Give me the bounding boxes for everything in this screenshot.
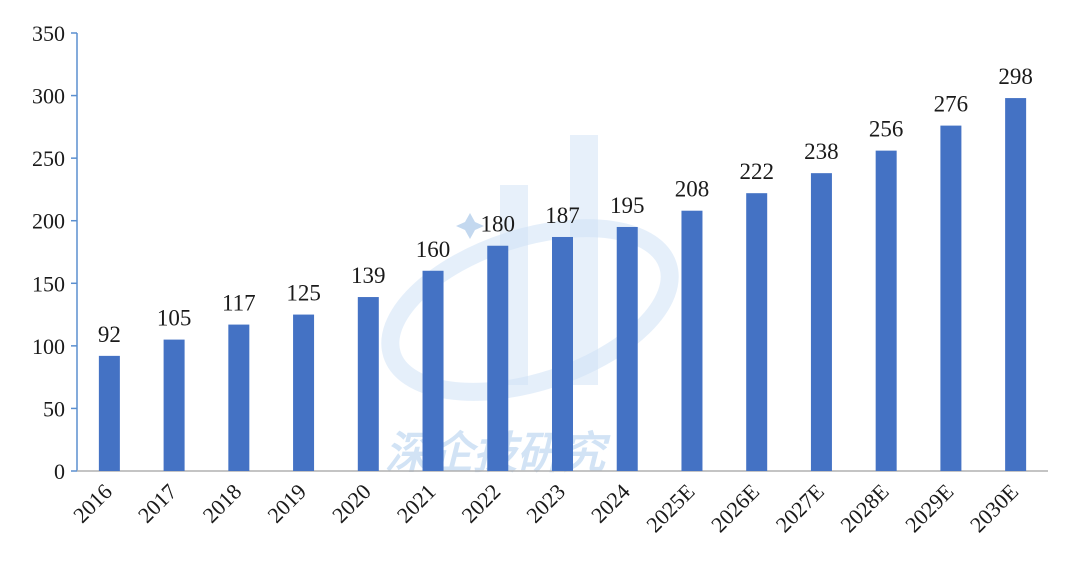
bar-2027E: [810, 173, 832, 471]
bar-2022: [487, 245, 509, 471]
x-tick-label-2022: 2022: [457, 479, 506, 528]
bars: [98, 98, 1027, 472]
data-label-2020: 139: [351, 263, 386, 288]
x-tick-label-2027E: 2027E: [771, 479, 829, 537]
x-tick-label-2021: 2021: [392, 479, 441, 528]
y-tick-label: 150: [32, 271, 65, 296]
data-label-2018: 117: [222, 291, 256, 316]
bar-2020: [357, 297, 379, 471]
bar-2024: [616, 226, 638, 471]
x-tick-label-2026E: 2026E: [706, 479, 764, 537]
y-tick-label: 0: [54, 459, 65, 484]
bar-2019: [293, 314, 315, 471]
bar-2026E: [746, 193, 768, 471]
bar-2025E: [681, 210, 703, 471]
data-labels: 92 105 117 125 139 160 180 187 195 208 222 238 256 27…: [98, 64, 1033, 347]
y-tick-label: 350: [32, 21, 65, 46]
y-tick-label: 100: [32, 334, 65, 359]
data-label-2030E: 298: [998, 64, 1033, 89]
data-label-2021: 160: [416, 237, 451, 262]
x-tick-label-2019: 2019: [262, 479, 311, 528]
x-tick-label-2020: 2020: [327, 479, 376, 528]
x-tick-label-2025E: 2025E: [641, 479, 699, 537]
data-label-2025E: 208: [675, 177, 710, 202]
y-tick-label: 300: [32, 84, 65, 109]
data-label-2016: 92: [98, 322, 121, 347]
x-tick-label-2028E: 2028E: [835, 479, 893, 537]
x-tick-label-2029E: 2029E: [900, 479, 958, 537]
x-tick-label-2018: 2018: [198, 479, 247, 528]
data-label-2028E: 256: [869, 117, 904, 142]
bar-2016: [98, 355, 120, 471]
bar-2029E: [940, 125, 962, 471]
data-label-2022: 180: [481, 212, 516, 237]
bar-2023: [552, 236, 573, 471]
bar-2028E: [875, 150, 897, 472]
y-tick-label: 250: [32, 146, 65, 171]
y-tick-label: 200: [32, 209, 65, 234]
data-label-2024: 195: [610, 193, 645, 218]
bar-2021: [422, 270, 444, 471]
data-label-2027E: 238: [804, 139, 839, 164]
y-tick-label: 50: [43, 396, 65, 421]
bar-2018: [228, 324, 250, 471]
data-label-2017: 105: [157, 306, 192, 331]
data-label-2019: 125: [286, 281, 321, 306]
x-tick-label-2023: 2023: [521, 479, 570, 528]
x-tick-label-2024: 2024: [586, 479, 635, 528]
watermark-logo: 深企技研究: [381, 135, 679, 479]
x-tick-label-2030E: 2030E: [965, 479, 1023, 537]
data-label-2023: 187: [545, 203, 580, 228]
x-tick-label-2016: 2016: [68, 479, 117, 528]
data-label-2026E: 222: [739, 159, 774, 184]
data-label-2029E: 276: [934, 92, 969, 117]
x-tick-labels: 2016 2017 2018 2019 2020 2021 2022 2023 2024 2025…: [68, 479, 1023, 537]
bar-2017: [163, 339, 185, 471]
bar-2030E: [1005, 98, 1027, 472]
x-tick-label-2017: 2017: [133, 479, 182, 528]
y-axis: 0 50 100 150 200 250 300 350: [32, 21, 78, 484]
